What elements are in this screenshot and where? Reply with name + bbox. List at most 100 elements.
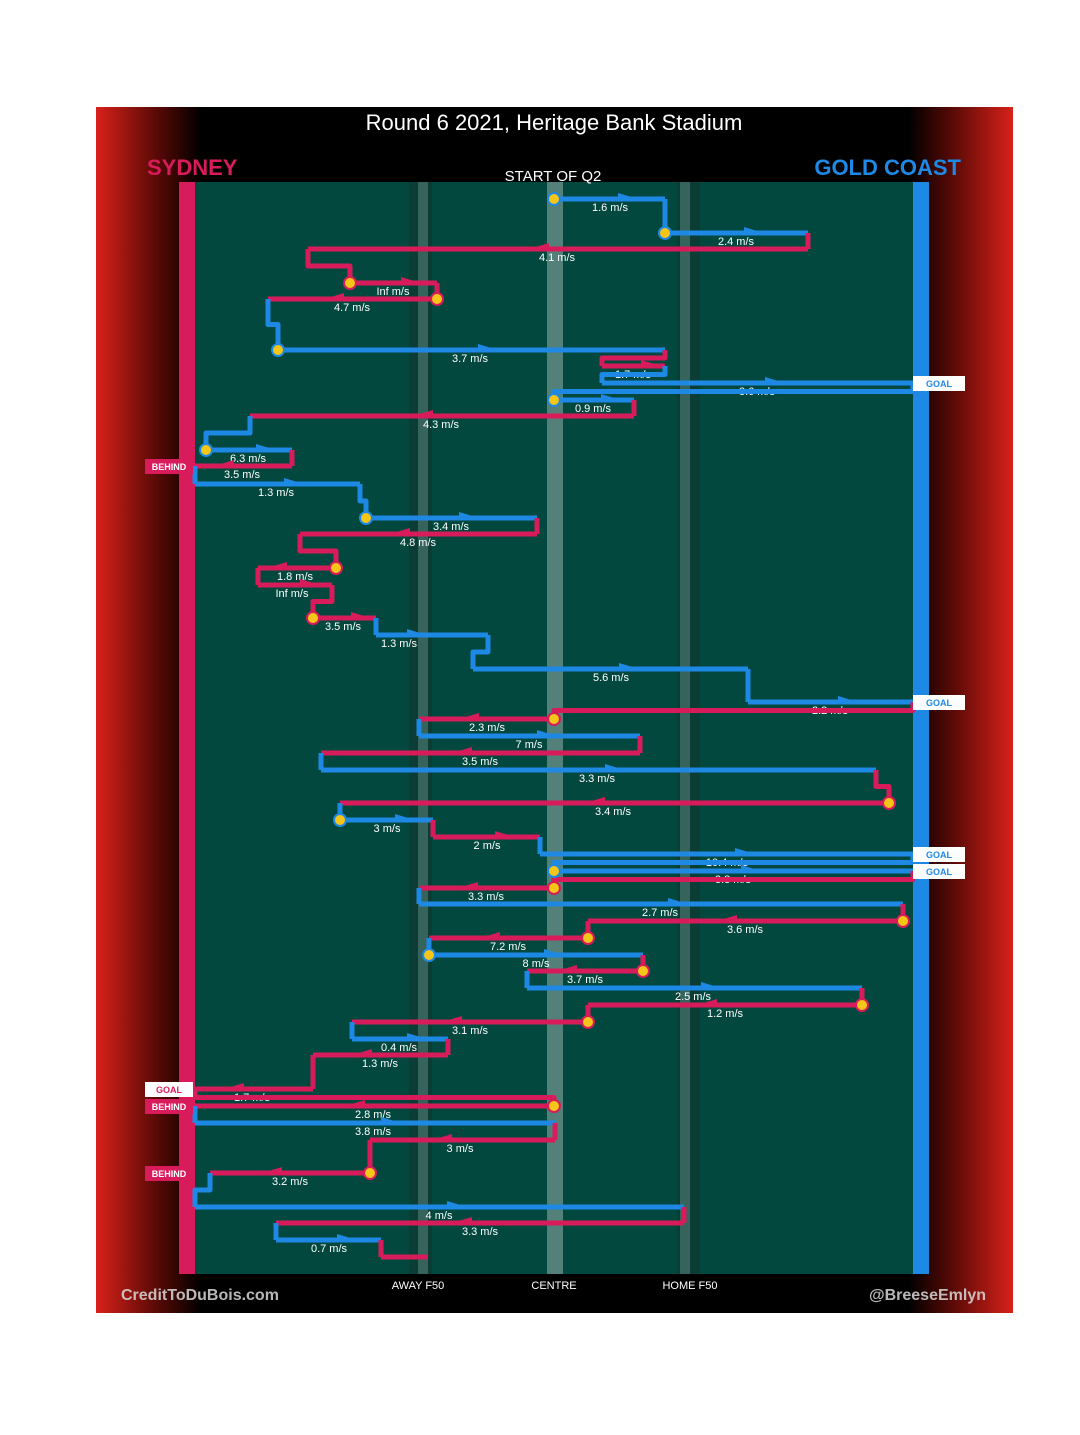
possession-marker bbox=[333, 813, 347, 827]
possession-marker bbox=[363, 1166, 377, 1180]
chain-arrow bbox=[224, 1083, 244, 1091]
outcome-label: BEHIND bbox=[152, 1169, 187, 1179]
chain-arrow bbox=[480, 932, 500, 940]
possession-marker bbox=[896, 914, 910, 928]
chain-speed-label: 3.7 m/s bbox=[567, 974, 604, 986]
chain-speed-label: 3 m/s bbox=[374, 823, 401, 835]
chain-arrow bbox=[324, 293, 344, 301]
chain-arrow bbox=[267, 562, 287, 570]
chain-arrow bbox=[557, 965, 577, 973]
chain-arrow bbox=[744, 227, 764, 235]
chain-speed-label: 5.6 m/s bbox=[593, 672, 630, 684]
chain-arrow bbox=[544, 949, 564, 957]
chain-arrow bbox=[601, 394, 621, 402]
possession-marker bbox=[581, 931, 595, 945]
chain-arrow bbox=[452, 1217, 472, 1225]
possession-marker bbox=[329, 561, 343, 575]
possession-marker bbox=[658, 226, 672, 240]
chain-connector bbox=[297, 534, 339, 568]
chain-speed-label: 3.6 m/s bbox=[727, 924, 764, 936]
chain-speed-label: Inf m/s bbox=[376, 286, 410, 298]
chain-arrow bbox=[697, 999, 717, 1007]
credit-left: CreditToDuBois.com bbox=[121, 1287, 279, 1304]
chain-speed-label: 4.3 m/s bbox=[423, 419, 460, 431]
chain-arrow bbox=[765, 377, 785, 385]
away-f50-line bbox=[418, 182, 428, 1274]
chain-arrow bbox=[401, 277, 421, 285]
chain-speed-label: 3.3 m/s bbox=[579, 773, 616, 785]
chain-speed-label: 7 m/s bbox=[516, 739, 543, 751]
chain-arrow bbox=[390, 528, 410, 536]
chain-speed-label: 3.5 m/s bbox=[224, 469, 261, 481]
outcome-badge bbox=[913, 864, 965, 879]
possession-marker bbox=[855, 998, 869, 1012]
chain-arrow bbox=[395, 814, 415, 822]
chain-speed-label: 6.3 m/s bbox=[230, 453, 267, 465]
chart-subtitle: START OF Q2 bbox=[505, 168, 602, 185]
chain-speed-label: 2.4 m/s bbox=[718, 236, 755, 248]
chain-speed-label: 2.7 m/s bbox=[642, 907, 679, 919]
chain-speed-label: 3.1 m/s bbox=[452, 1025, 489, 1037]
outcome-badge bbox=[913, 847, 965, 862]
chain-connector bbox=[873, 770, 892, 803]
outcome-badge bbox=[913, 695, 965, 710]
chain-speed-label: Inf m/s bbox=[275, 588, 309, 600]
credit-right: @BreeseEmlyn bbox=[869, 1287, 986, 1304]
outcome-label: GOAL bbox=[926, 379, 953, 389]
sydney-goal-line bbox=[179, 182, 195, 1274]
outcome-badge bbox=[145, 1099, 193, 1114]
chain-speed-label: 3.8 m/s bbox=[355, 1126, 392, 1138]
x-tick-home: HOME F50 bbox=[662, 1280, 717, 1292]
chain-speed-label: 3.4 m/s bbox=[433, 521, 470, 533]
chain-connector bbox=[470, 635, 491, 669]
chain-connector bbox=[192, 1173, 213, 1207]
chain-speed-label: 4 m/s bbox=[426, 1210, 453, 1222]
x-tick-away: AWAY F50 bbox=[392, 1280, 445, 1292]
chain-speed-label: 8 m/s bbox=[523, 958, 550, 970]
chain-arrow bbox=[619, 663, 639, 671]
chain-arrow bbox=[668, 898, 688, 906]
chain-connector bbox=[265, 299, 281, 350]
chain-arrow bbox=[838, 696, 858, 704]
chain-arrow bbox=[337, 1234, 357, 1242]
chain-speed-label: 4.7 m/s bbox=[334, 302, 371, 314]
possession-marker bbox=[306, 611, 320, 625]
chain-arrow bbox=[741, 865, 761, 873]
team-right-label: GOLD COAST bbox=[814, 155, 961, 180]
chain-speed-label: 3.5 m/s bbox=[462, 756, 499, 768]
chain-arrow bbox=[284, 478, 304, 486]
chain-speed-label: 3.3 m/s bbox=[468, 891, 505, 903]
chain-connector bbox=[310, 585, 335, 618]
chain-speed-label: 1.2 m/s bbox=[707, 1008, 744, 1020]
outcome-label: GOAL bbox=[926, 867, 953, 877]
x-tick-centre: CENTRE bbox=[531, 1280, 576, 1292]
chain-arrow bbox=[701, 982, 721, 990]
possession-marker bbox=[547, 712, 561, 726]
outcome-badge bbox=[145, 459, 193, 474]
chain-arrow bbox=[537, 730, 557, 738]
chain-arrow bbox=[381, 1117, 401, 1125]
possession-marker bbox=[581, 1015, 595, 1029]
possession-marker bbox=[547, 1099, 561, 1113]
outcome-label: GOAL bbox=[156, 1085, 183, 1095]
outcome-badge bbox=[145, 1082, 193, 1097]
chain-arrow bbox=[300, 579, 320, 587]
chain-arrow bbox=[352, 1049, 372, 1057]
chain-speed-label: 0.9 m/s bbox=[575, 403, 612, 415]
chain-arrow bbox=[459, 713, 479, 721]
centre-line bbox=[547, 182, 563, 1274]
outcome-label: BEHIND bbox=[152, 462, 187, 472]
chain-arrow bbox=[442, 1016, 462, 1024]
possession-marker bbox=[271, 343, 285, 357]
chain-speed-label: 2.5 m/s bbox=[675, 991, 712, 1003]
possession-marker bbox=[547, 881, 561, 895]
possession-marker bbox=[547, 192, 561, 206]
team-left-label: SYDNEY bbox=[147, 155, 238, 180]
chain-speed-label: 7.2 m/s bbox=[490, 941, 527, 953]
chain-arrow bbox=[459, 512, 479, 520]
chain-connector bbox=[203, 416, 253, 450]
chain-arrow bbox=[735, 848, 755, 856]
chain-arrow bbox=[458, 882, 478, 890]
chain-arrow bbox=[618, 193, 638, 201]
